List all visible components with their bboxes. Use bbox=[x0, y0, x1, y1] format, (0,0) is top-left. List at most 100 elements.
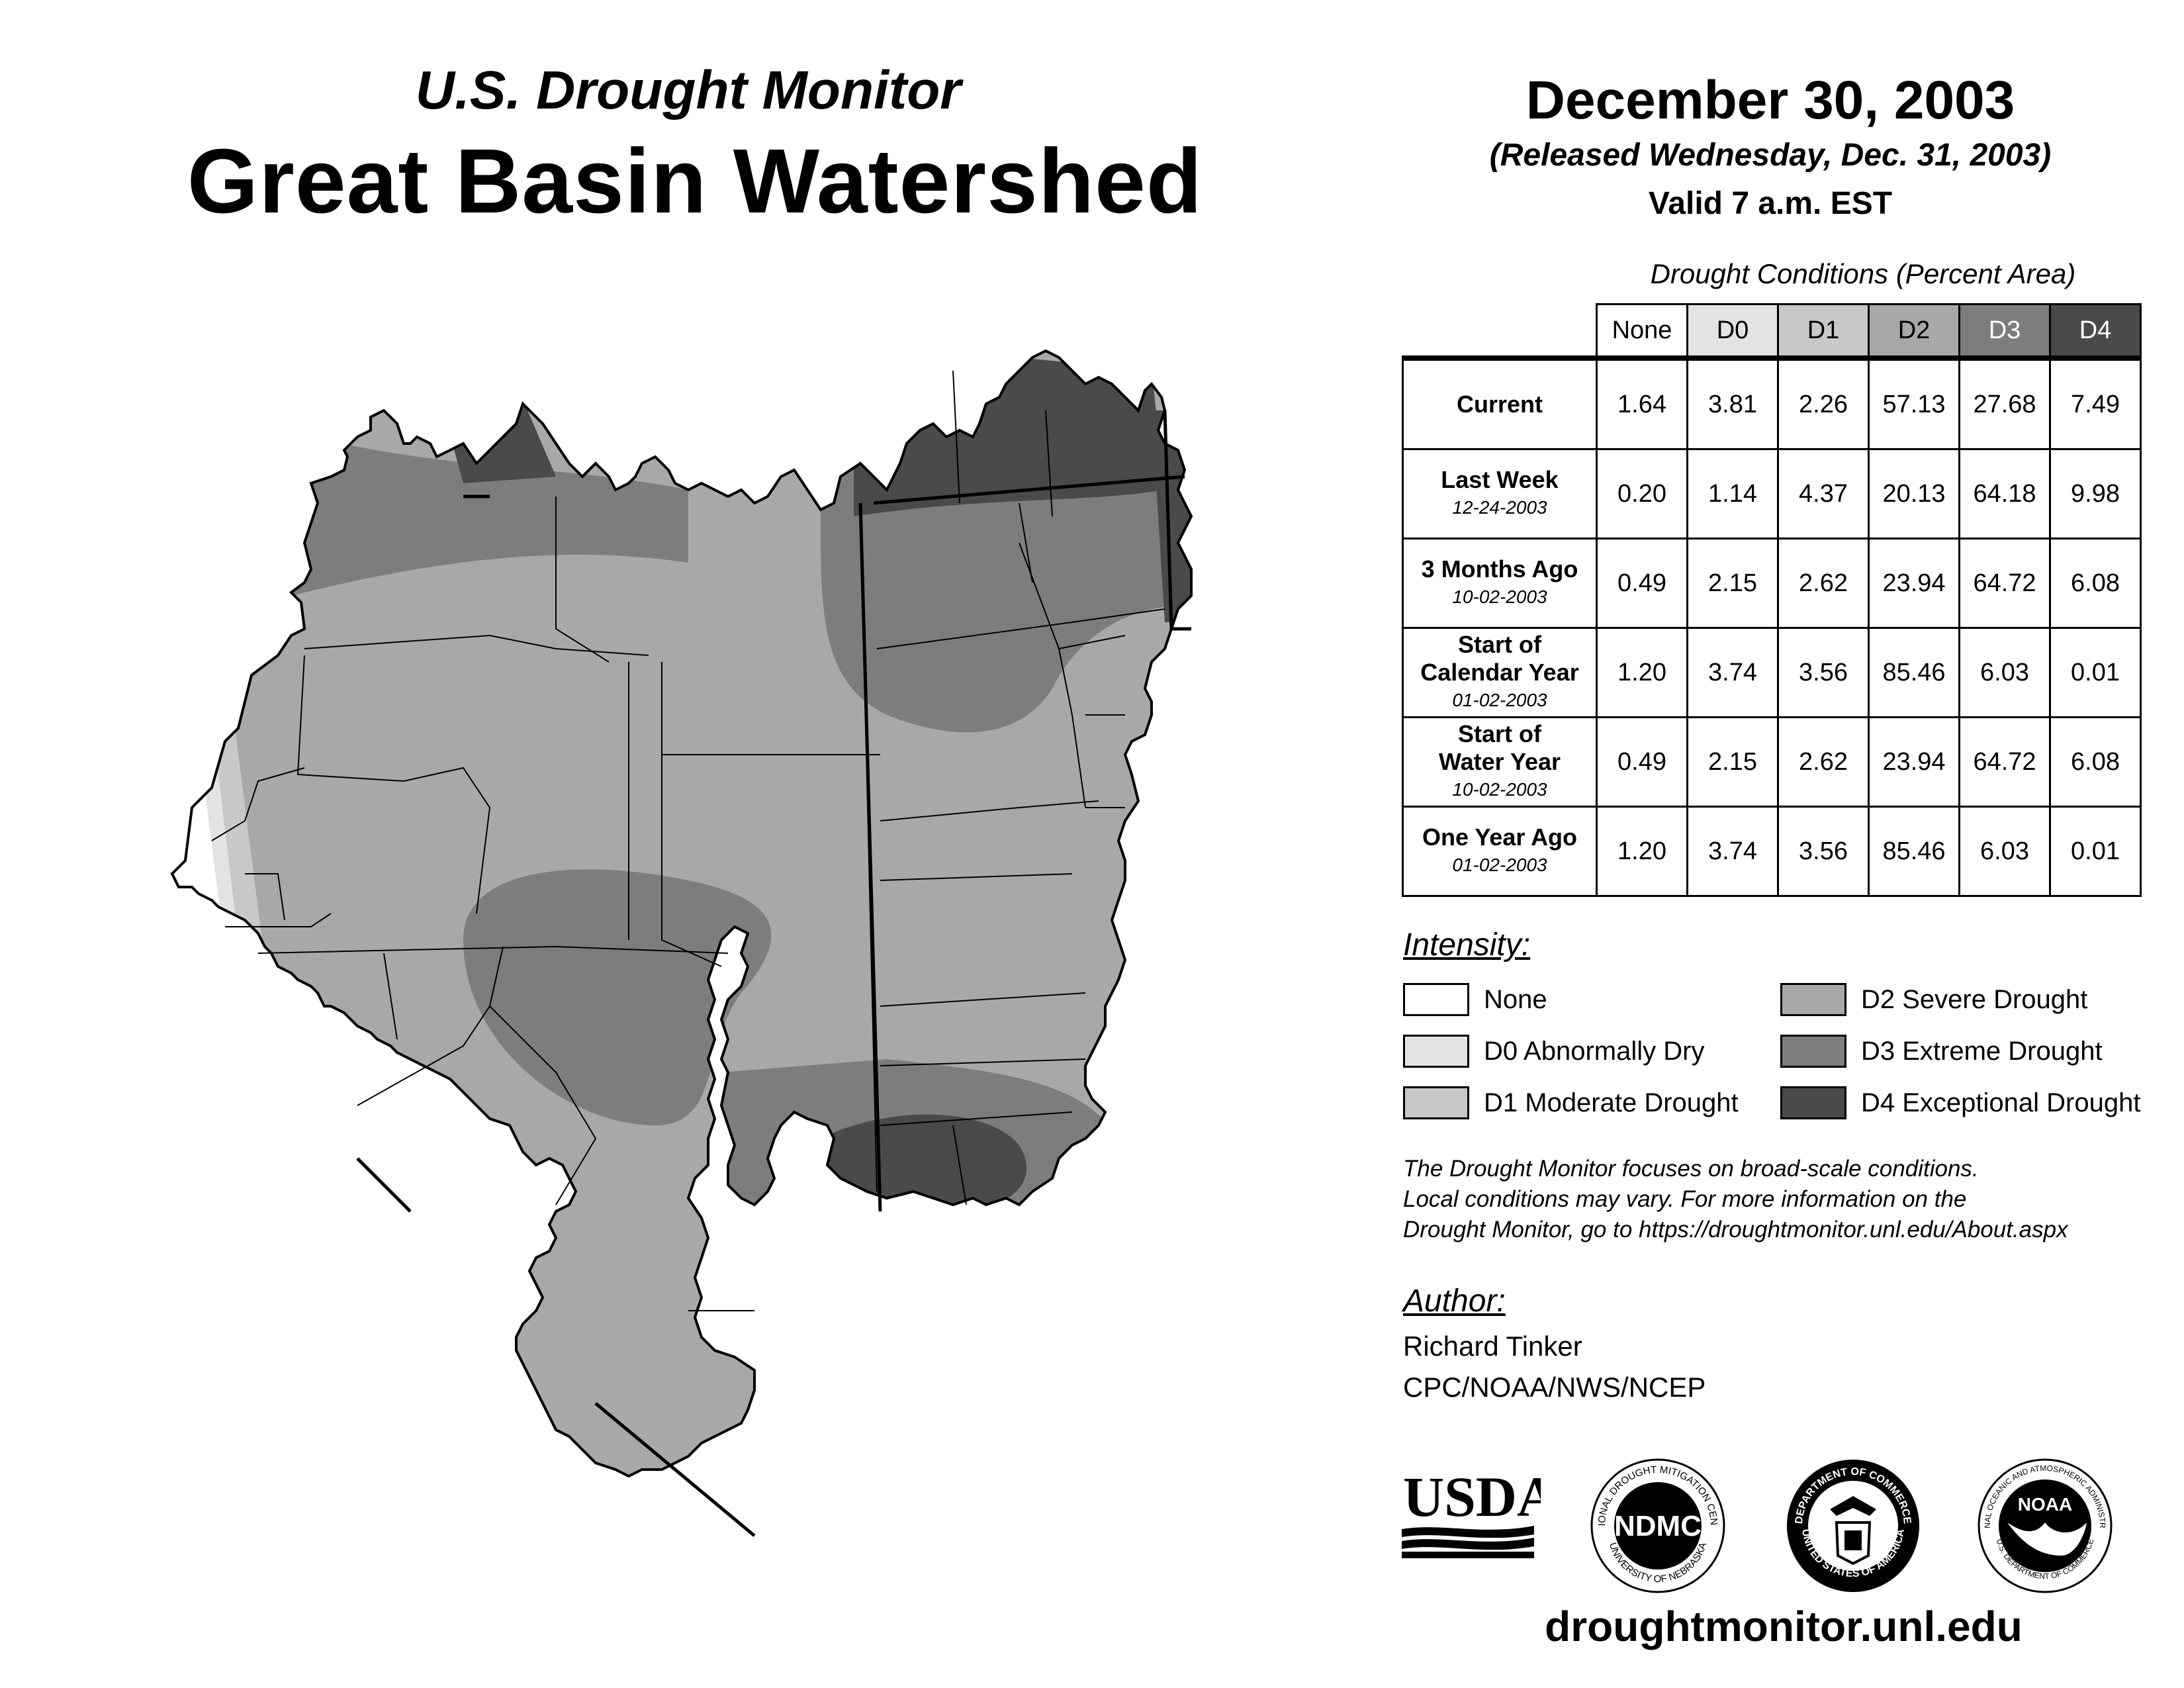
usda-logo: USDA bbox=[1402, 1463, 1541, 1562]
doc-seal-logo: DEPARTMENT OF COMMERCE UNITED STATES OF … bbox=[1784, 1456, 1923, 1595]
great-basin-map bbox=[170, 349, 1193, 1537]
legend-swatch-d3 bbox=[1780, 1035, 1846, 1068]
table-row: Start of Water Year 10-02-2003 0.49 2.15 2… bbox=[1402, 716, 2142, 808]
note-line: Local conditions may vary. For more info… bbox=[1403, 1186, 1967, 1212]
table-cell: 2.26 bbox=[1777, 355, 1870, 450]
legend-item-d3: D3 Extreme Drought bbox=[1780, 1033, 2103, 1070]
table-row: Last Week 12-24-2003 0.20 1.14 4.37 20.13… bbox=[1402, 448, 2142, 539]
author-name: Richard Tinker bbox=[1403, 1331, 1582, 1362]
table-cell: 4.37 bbox=[1777, 448, 1870, 539]
valid-time: Valid 7 a.m. EST bbox=[1648, 186, 1893, 221]
map-title: Great Basin Watershed bbox=[187, 130, 1203, 232]
legend-swatch-d0 bbox=[1403, 1035, 1469, 1068]
table-cell: 57.13 bbox=[1868, 355, 1960, 450]
legend-swatch-d4 bbox=[1780, 1086, 1846, 1119]
row-label: Current bbox=[1402, 355, 1598, 450]
table-caption: Drought Conditions (Percent Area) bbox=[1650, 258, 2076, 289]
ndmc-text: NDMC bbox=[1614, 1510, 1702, 1542]
table-cell: 23.94 bbox=[1868, 716, 1960, 808]
noaa-logo: NATIONAL OCEANIC AND ATMOSPHERIC ADMINIS… bbox=[1976, 1456, 2115, 1595]
map-date: December 30, 2003 bbox=[1525, 70, 2015, 130]
table-cell: 3.74 bbox=[1686, 806, 1779, 897]
legend-swatch-none bbox=[1403, 983, 1469, 1016]
table-corner bbox=[1402, 304, 1597, 359]
state-borders bbox=[356, 410, 1191, 1537]
table-cell: 1.14 bbox=[1686, 448, 1779, 539]
legend-label: D1 Moderate Drought bbox=[1484, 1088, 1739, 1117]
table-cell: 2.15 bbox=[1686, 716, 1779, 808]
author-heading: Author: bbox=[1403, 1284, 1506, 1319]
table-row: Start of Calendar Year 01-02-2003 1.20 3.7… bbox=[1402, 627, 2142, 718]
legend-item-d1: D1 Moderate Drought bbox=[1403, 1084, 1739, 1121]
table-cell: 1.64 bbox=[1596, 355, 1688, 450]
table-cell: 0.20 bbox=[1596, 448, 1688, 539]
column-header-d3: D3 bbox=[1958, 303, 2051, 359]
usda-text: USDA bbox=[1403, 1465, 1541, 1528]
table-cell: 85.46 bbox=[1868, 806, 1960, 897]
row-label: Start of Calendar Year 01-02-2003 bbox=[1402, 627, 1598, 718]
legend-label: D4 Exceptional Drought bbox=[1861, 1088, 2141, 1117]
table-cell: 85.46 bbox=[1868, 627, 1960, 718]
noaa-text: NOAA bbox=[2018, 1494, 2072, 1515]
d3-central-zone bbox=[463, 869, 772, 1125]
table-cell: 64.72 bbox=[1958, 716, 2051, 808]
column-header-d2: D2 bbox=[1868, 303, 1960, 359]
table-row: Current 1.64 3.81 2.26 57.13 27.68 7.49 bbox=[1402, 355, 2142, 450]
legend-swatch-d1 bbox=[1403, 1086, 1469, 1119]
note-line: Drought Monitor, go to https://droughtmo… bbox=[1403, 1217, 2068, 1243]
boundary-lines bbox=[211, 370, 1165, 1311]
table-cell: 1.20 bbox=[1596, 806, 1688, 897]
table-cell: 2.62 bbox=[1777, 538, 1870, 629]
legend-label: D3 Extreme Drought bbox=[1861, 1036, 2103, 1066]
table-cell: 20.13 bbox=[1868, 448, 1960, 539]
drought-conditions-table: None D0 D1 D2 D3 D4 Current 1.64 3.81 2.… bbox=[1402, 303, 2142, 897]
column-header-d0: D0 bbox=[1686, 303, 1779, 359]
table-cell: 6.08 bbox=[2049, 716, 2142, 808]
legend-item-d0: D0 Abnormally Dry bbox=[1403, 1033, 1704, 1070]
note-line: The Drought Monitor focuses on broad-sca… bbox=[1403, 1156, 1979, 1182]
table-cell: 1.20 bbox=[1596, 627, 1688, 718]
column-header-d4: D4 bbox=[2049, 303, 2142, 359]
table-cell: 7.49 bbox=[2049, 355, 2142, 450]
legend-item-d4: D4 Exceptional Drought bbox=[1780, 1084, 2140, 1121]
table-cell: 64.18 bbox=[1958, 448, 2051, 539]
table-cell: 0.49 bbox=[1596, 716, 1688, 808]
table-cell: 23.94 bbox=[1868, 538, 1960, 629]
table-cell: 3.81 bbox=[1686, 355, 1779, 450]
table-row: One Year Ago 01-02-2003 1.20 3.74 3.56 85… bbox=[1402, 806, 2142, 897]
legend-swatch-d2 bbox=[1780, 983, 1846, 1016]
website-url[interactable]: droughtmonitor.unl.edu bbox=[1545, 1603, 2023, 1650]
column-header-none: None bbox=[1596, 303, 1688, 359]
table-row: 3 Months Ago 10-02-2003 0.49 2.15 2.62 23… bbox=[1402, 538, 2142, 629]
legend-item-none: None bbox=[1403, 981, 1547, 1018]
table-cell: 3.56 bbox=[1777, 806, 1870, 897]
legend-item-d2: D2 Severe Drought bbox=[1780, 981, 2087, 1018]
basin-border bbox=[170, 349, 1193, 1478]
table-cell: 9.98 bbox=[2049, 448, 2142, 539]
table-cell: 2.62 bbox=[1777, 716, 1870, 808]
table-cell: 6.03 bbox=[1958, 806, 2051, 897]
table-cell: 2.15 bbox=[1686, 538, 1779, 629]
column-header-d1: D1 bbox=[1777, 303, 1870, 359]
legend-label: D2 Severe Drought bbox=[1861, 984, 2088, 1014]
author-org: CPC/NOAA/NWS/NCEP bbox=[1403, 1372, 1706, 1403]
row-label: 3 Months Ago 10-02-2003 bbox=[1402, 538, 1598, 629]
disclaimer-note: The Drought Monitor focuses on broad-sca… bbox=[1403, 1154, 2164, 1245]
table-header-row: None D0 D1 D2 D3 D4 bbox=[1402, 303, 2142, 359]
table-cell: 6.08 bbox=[2049, 538, 2142, 629]
legend-label: D0 Abnormally Dry bbox=[1484, 1036, 1705, 1066]
row-label: Last Week 12-24-2003 bbox=[1402, 448, 1598, 539]
table-cell: 0.49 bbox=[1596, 538, 1688, 629]
table-cell: 3.74 bbox=[1686, 627, 1779, 718]
ndmc-logo: NATIONAL DROUGHT MITIGATION CENTER UNIVE… bbox=[1588, 1456, 1727, 1595]
legend-label: None bbox=[1484, 984, 1547, 1014]
table-cell: 64.72 bbox=[1958, 538, 2051, 629]
table-cell: 6.03 bbox=[1958, 627, 2051, 718]
table-cell: 0.01 bbox=[2049, 627, 2142, 718]
drought-map bbox=[93, 344, 1297, 1582]
d4-northeast-zone bbox=[854, 357, 1165, 516]
map-subtitle: U.S. Drought Monitor bbox=[415, 60, 962, 120]
release-date: (Released Wednesday, Dec. 31, 2003) bbox=[1489, 138, 2052, 173]
legend-heading: Intensity: bbox=[1403, 927, 1531, 962]
row-label: One Year Ago 01-02-2003 bbox=[1402, 806, 1598, 897]
